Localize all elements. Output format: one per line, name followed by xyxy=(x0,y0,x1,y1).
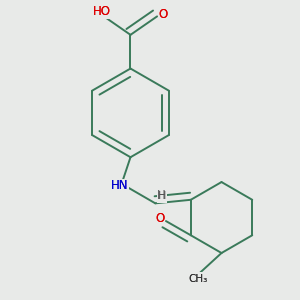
Text: CH₃: CH₃ xyxy=(188,272,209,285)
Text: HO: HO xyxy=(93,5,111,18)
Text: O: O xyxy=(155,212,164,225)
Text: HN: HN xyxy=(111,179,129,192)
Text: HN: HN xyxy=(111,179,129,192)
Text: HN: HN xyxy=(111,179,129,192)
Text: O: O xyxy=(155,212,164,225)
Text: HO: HO xyxy=(93,5,111,18)
Text: CH₃: CH₃ xyxy=(189,274,208,284)
Text: H: H xyxy=(158,190,166,200)
Text: O: O xyxy=(155,212,164,225)
Text: CH₃: CH₃ xyxy=(189,274,208,284)
Text: H: H xyxy=(157,189,166,202)
Text: O: O xyxy=(159,8,168,21)
Text: H: H xyxy=(157,189,166,202)
Text: O: O xyxy=(159,8,168,21)
Text: O: O xyxy=(159,8,168,21)
Text: HO: HO xyxy=(93,5,111,18)
